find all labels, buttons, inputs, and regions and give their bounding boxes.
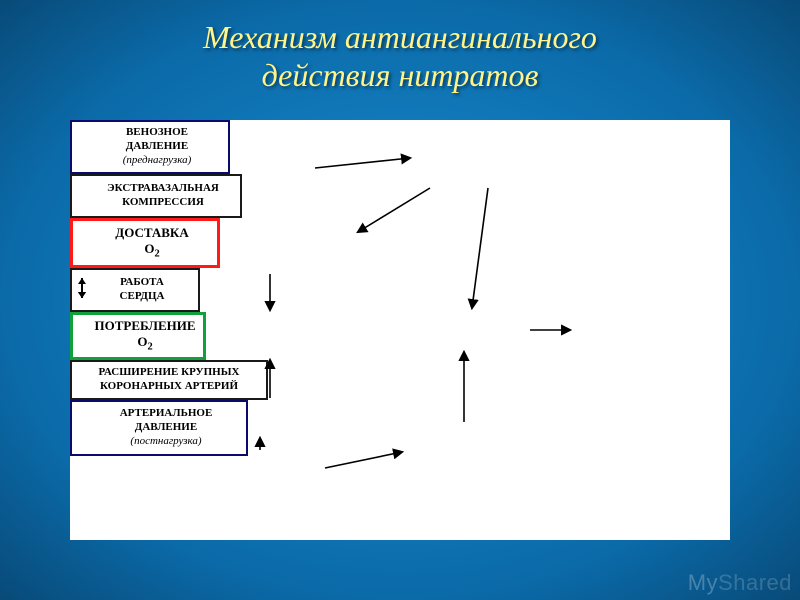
venous-label: ВЕНОЗНОЕДАВЛЕНИЕ(преднагрузка) xyxy=(109,126,192,167)
work-label: РАБОТАСЕРДЦА xyxy=(106,276,165,304)
watermark-b: Shared xyxy=(718,570,792,595)
slide-title: Механизм антиангинального действия нитра… xyxy=(0,0,800,95)
boxes-layer: ВЕНОЗНОЕДАВЛЕНИЕ(преднагрузка) ЭКСТРАВАЗА… xyxy=(70,120,268,456)
coronary-label: РАСШИРЕНИЕ КРУПНЫХКОРОНАРНЫХ АРТЕРИЙ xyxy=(99,366,240,394)
diagram-canvas: РАСШИРЕНИЕ ВЕН РАСШИРЕНИЕ АРТЕРИЙ ВЕНОЗН… xyxy=(70,120,730,540)
box-delivery: ДОСТАВКАO2 xyxy=(70,218,220,268)
arteries-label: РАСШИРЕНИЕ АРТЕРИЙ xyxy=(115,463,262,478)
delivery-label: ДОСТАВКАO2 xyxy=(101,225,189,261)
trapezoid-arteries: РАСШИРЕНИЕ АРТЕРИЙ xyxy=(90,450,325,490)
connector-veins_tip-venous_left xyxy=(315,158,410,168)
connector-arteries_tip-arterial_l xyxy=(325,452,402,468)
box-work: РАБОТАСЕРДЦА xyxy=(70,268,200,312)
box-venous: ВЕНОЗНОЕДАВЛЕНИЕ(преднагрузка) xyxy=(70,120,230,174)
arterial-label: АРТЕРИАЛЬНОЕДАВЛЕНИЕ(постнагрузка) xyxy=(106,407,213,448)
box-coronary: РАСШИРЕНИЕ КРУПНЫХКОРОНАРНЫХ АРТЕРИЙ xyxy=(70,360,268,400)
connector-venous_b-work_t xyxy=(472,188,488,308)
extra-label: ЭКСТРАВАЗАЛЬНАЯКОМПРЕССИЯ xyxy=(93,182,219,210)
box-arterial: АРТЕРИАЛЬНОЕДАВЛЕНИЕ(постнагрузка) xyxy=(70,400,248,456)
title-line2: действия нитратов xyxy=(262,57,539,93)
connector-venous_bl-extra_tr xyxy=(358,188,430,232)
box-extra: ЭКСТРАВАЗАЛЬНАЯКОМПРЕССИЯ xyxy=(70,174,242,218)
consume-label: ПОТРЕБЛЕНИЕO2 xyxy=(80,318,195,354)
arterial-indicator-down-icon xyxy=(76,276,88,300)
title-line1: Механизм антиангинального xyxy=(203,19,597,55)
watermark: MyShared xyxy=(688,570,792,596)
box-consume: ПОТРЕБЛЕНИЕO2 xyxy=(70,312,206,360)
watermark-a: My xyxy=(688,570,718,595)
